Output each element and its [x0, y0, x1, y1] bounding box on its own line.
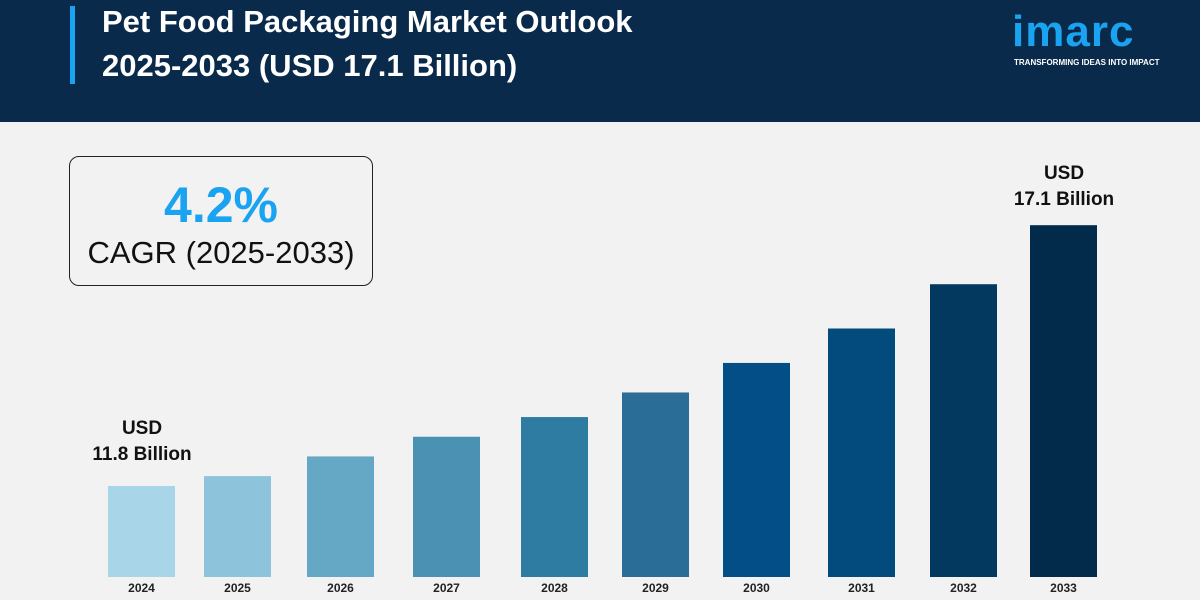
logo-tagline: TRANSFORMING IDEAS INTO IMPACT: [1014, 58, 1160, 67]
bar-2027: [413, 436, 480, 577]
bar-2028: [521, 417, 588, 577]
x-tick-label: 2030: [743, 581, 770, 595]
x-tick-label: 2024: [128, 581, 155, 595]
bar-2031: [828, 328, 895, 577]
bar-2029: [622, 392, 689, 577]
logo-word: imarc: [1012, 7, 1135, 56]
title-line-2: 2025-2033 (USD 17.1 Billion): [102, 48, 518, 83]
x-tick-label: 2027: [433, 581, 460, 595]
bar-2024: [108, 485, 175, 577]
x-tick-label: 2031: [848, 581, 875, 595]
accent-bar: [70, 6, 75, 84]
bar-2033: [1030, 225, 1097, 577]
end-annotation-line-1: USD: [1043, 163, 1085, 184]
start-annotation-line-1: USD: [121, 418, 163, 439]
x-tick-label: 2025: [224, 581, 251, 595]
x-tick-label: 2033: [1050, 581, 1077, 595]
end-annotation-line-2: 17.1 Billion: [1013, 189, 1115, 210]
cagr-value: 4.2%: [164, 177, 278, 233]
bar-2026: [307, 456, 374, 577]
x-tick-label: 2028: [541, 581, 568, 595]
cagr-box: 4.2% CAGR (2025-2033): [69, 156, 373, 286]
x-tick-label: 2032: [950, 581, 977, 595]
title-line-1: Pet Food Packaging Market Outlook: [102, 4, 633, 39]
bar-2032: [930, 284, 997, 577]
header-banner: Pet Food Packaging Market Outlook 2025-2…: [0, 0, 1200, 122]
start-value-annotation: USD 11.8 Billion: [72, 416, 212, 468]
x-tick-label: 2029: [642, 581, 669, 595]
bar-2030: [723, 362, 790, 577]
x-tick-label: 2026: [327, 581, 354, 595]
end-value-annotation: USD 17.1 Billion: [994, 161, 1134, 213]
start-annotation-line-2: 11.8 Billion: [92, 444, 192, 465]
bar-2025: [204, 476, 271, 577]
cagr-label: CAGR (2025-2033): [87, 235, 355, 270]
imarc-logo: imarc TRANSFORMING IDEAS INTO IMPACT: [1012, 2, 1162, 68]
page-title: Pet Food Packaging Market Outlook 2025-2…: [102, 0, 633, 88]
